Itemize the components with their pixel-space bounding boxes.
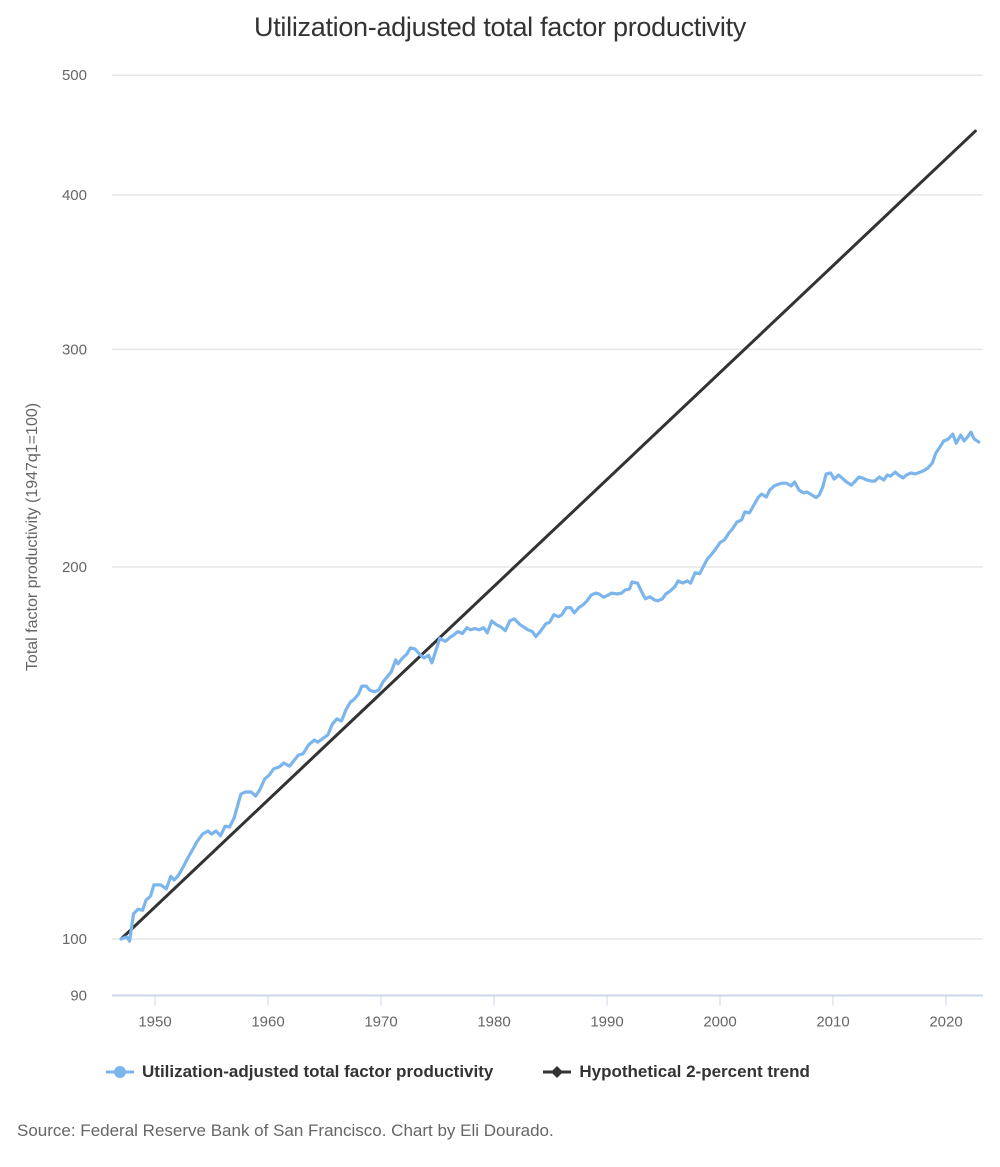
- legend-label-tfp: Utilization-adjusted total factor produc…: [142, 1062, 494, 1081]
- tfp-line: [119, 430, 981, 943]
- legend-label-trend: Hypothetical 2-percent trend: [579, 1062, 810, 1081]
- x-axis: 1950 1960 1970 1980 1990 2000 2010 2020: [138, 995, 963, 1031]
- y-tick-label: 100: [62, 931, 87, 948]
- y-tick-label: 90: [70, 988, 87, 1005]
- legend: Utilization-adjusted total factor produc…: [106, 1062, 860, 1082]
- y-axis: 90 100 200 300 400 500: [62, 67, 87, 1004]
- x-tick-label: 2020: [929, 1014, 962, 1031]
- gridlines: [112, 74, 983, 997]
- x-tick-label: 2010: [816, 1014, 849, 1031]
- y-tick-label: 500: [62, 67, 87, 84]
- x-tick-label: 1970: [364, 1014, 397, 1031]
- y-tick-label: 200: [62, 559, 87, 576]
- legend-item-trend[interactable]: Hypothetical 2-percent trend: [543, 1062, 810, 1082]
- x-tick-label: 1960: [251, 1014, 284, 1031]
- y-tick-label: 300: [62, 341, 87, 358]
- legend-item-tfp[interactable]: Utilization-adjusted total factor produc…: [106, 1062, 493, 1082]
- x-tick-label: 1980: [477, 1014, 510, 1031]
- y-tick-label: 400: [62, 187, 87, 204]
- x-tick-label: 1950: [138, 1014, 171, 1031]
- series-group: [119, 129, 981, 943]
- trend-line: [119, 129, 977, 941]
- x-tick-label: 1990: [590, 1014, 623, 1031]
- source-note: Source: Federal Reserve Bank of San Fran…: [17, 1121, 554, 1140]
- x-tick-label: 2000: [703, 1014, 736, 1031]
- y-axis-label: Total factor productivity (1947q1=100): [24, 402, 41, 672]
- chart-title: Utilization-adjusted total factor produc…: [254, 12, 746, 42]
- circle-marker-icon: [106, 1066, 134, 1078]
- diamond-marker-icon: [543, 1066, 572, 1078]
